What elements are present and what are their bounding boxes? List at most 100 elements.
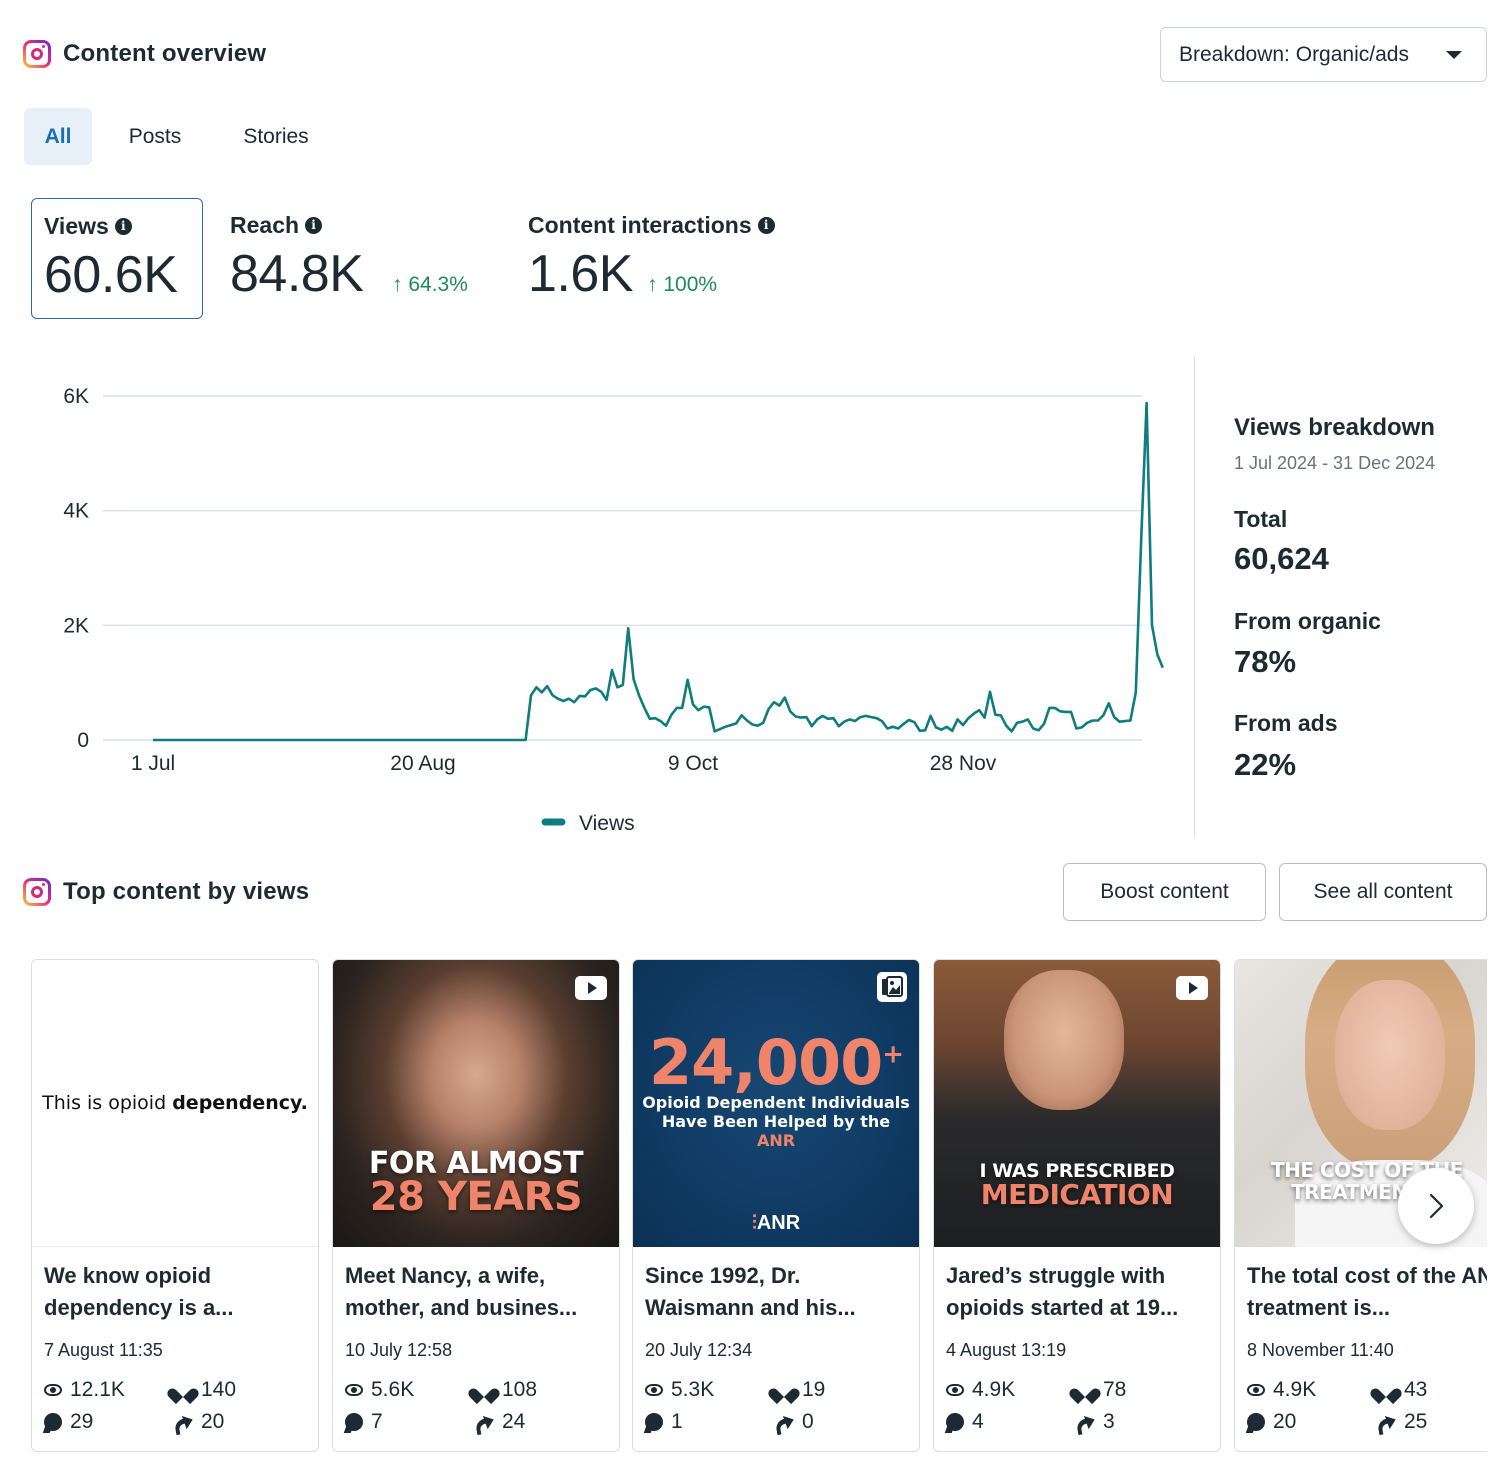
- likes-count: 108: [502, 1378, 538, 1401]
- content-card[interactable]: I WAS PRESCRIBED MEDICATION Jared’s stru…: [933, 959, 1221, 1452]
- see-all-content-button[interactable]: See all content: [1279, 863, 1487, 921]
- metric-label-views: Views i: [44, 213, 132, 240]
- thumbnail-caption-line3: ANR: [756, 1131, 796, 1150]
- metric-card-content-interactions[interactable]: Content interactions i 1.6K ↑ 100%: [516, 198, 816, 319]
- tab-stories[interactable]: Stories: [226, 108, 326, 165]
- breakdown-divider: [1194, 357, 1195, 837]
- tab-posts[interactable]: Posts: [110, 108, 200, 165]
- waveform-icon: ⫶: [751, 1212, 757, 1234]
- comment-icon: [345, 1413, 363, 1431]
- views-count: 12.1K: [70, 1378, 125, 1401]
- y-tick-label: 6K: [63, 385, 89, 408]
- content-thumbnail[interactable]: This is opioid dependency.: [32, 960, 318, 1247]
- metric-card-reach[interactable]: Reach i 84.8K ↑ 64.3%: [218, 198, 508, 319]
- shares-stat: 0: [776, 1410, 814, 1434]
- ads-label: From ads: [1234, 710, 1338, 736]
- shares-stat: 25: [1378, 1410, 1427, 1434]
- legend-label[interactable]: Views: [579, 812, 635, 835]
- comments-stat: 29: [44, 1410, 93, 1434]
- views-stat: 4.9K: [1247, 1378, 1316, 1402]
- comments-stat: 20: [1247, 1410, 1296, 1434]
- content-title: Jared’s struggle with opioids started at…: [946, 1263, 1179, 1320]
- y-tick-label: 4K: [63, 500, 89, 523]
- video-icon: [1176, 976, 1208, 1000]
- next-arrow-button[interactable]: [1398, 1168, 1474, 1244]
- tab-posts-label: Posts: [128, 124, 182, 148]
- tab-all[interactable]: All: [24, 108, 92, 165]
- ads-value: 22%: [1234, 747, 1297, 782]
- heart-icon: [175, 1382, 193, 1398]
- content-card[interactable]: 24,000+ Opioid Dependent Individuals Hav…: [632, 959, 920, 1452]
- views-stat: 5.6K: [345, 1378, 414, 1402]
- boost-content-button[interactable]: Boost content: [1063, 863, 1266, 921]
- share-icon: [1077, 1414, 1095, 1430]
- total-label: Total: [1234, 506, 1288, 532]
- heart-icon: [1077, 1382, 1095, 1398]
- content-date: 20 July 12:34: [645, 1340, 753, 1360]
- comment-icon: [44, 1413, 62, 1431]
- content-overview-title: Content overview: [63, 40, 267, 67]
- share-icon: [175, 1414, 193, 1430]
- eye-icon: [44, 1384, 62, 1396]
- content-card[interactable]: THE COST OF THE TREATMENT The total cost…: [1234, 959, 1487, 1452]
- thumbnail-caption-bold: dependency.: [172, 1092, 308, 1114]
- heart-icon: [476, 1382, 494, 1398]
- content-date: 4 August 13:19: [946, 1340, 1067, 1360]
- eye-icon: [1247, 1384, 1265, 1396]
- metric-value-reach: 84.8K: [230, 245, 364, 303]
- comments-stat: 1: [645, 1410, 683, 1434]
- x-tick-label: 20 Aug: [390, 752, 455, 775]
- metric-label-reach: Reach i: [230, 212, 323, 239]
- instagram-icon: [23, 878, 51, 906]
- content-title: Since 1992, Dr. Waismann and his...: [645, 1263, 856, 1320]
- likes-count: 19: [802, 1378, 826, 1401]
- comments-count: 7: [371, 1410, 383, 1433]
- views-breakdown-title: Views breakdown: [1234, 414, 1435, 441]
- thumbnail-caption-line2: Have Been Helped by the: [661, 1112, 891, 1131]
- comments-count: 4: [972, 1410, 984, 1433]
- info-icon[interactable]: i: [305, 217, 323, 234]
- content-date: 8 November 11:40: [1247, 1340, 1394, 1360]
- thumbnail-caption-line2: MEDICATION: [980, 1178, 1174, 1211]
- views-stat: 12.1K: [44, 1378, 125, 1402]
- breakdown-dropdown[interactable]: Breakdown: Organic/ads: [1160, 27, 1487, 82]
- info-icon[interactable]: i: [114, 218, 132, 235]
- comments-count: 29: [70, 1410, 94, 1433]
- metric-card-views[interactable]: Views i 60.6K: [31, 198, 203, 319]
- metric-delta-content-interactions: ↑ 100%: [647, 273, 718, 296]
- likes-count: 43: [1404, 1378, 1428, 1401]
- comment-icon: [1247, 1413, 1265, 1431]
- thumbnail-big-number: 24,000+: [633, 1026, 919, 1099]
- person-face: [1335, 980, 1445, 1130]
- content-thumbnail[interactable]: FOR ALMOST 28 YEARS: [333, 960, 619, 1247]
- views-count: 4.9K: [972, 1378, 1016, 1401]
- likes-stat: 19: [776, 1378, 825, 1402]
- content-card[interactable]: This is opioid dependency. We know opioi…: [31, 959, 319, 1452]
- content-title: The total cost of the ANR treatment is..…: [1247, 1263, 1487, 1320]
- comments-stat: 4: [946, 1410, 984, 1434]
- breakdown-dropdown-label: Breakdown: Organic/ads: [1179, 42, 1409, 66]
- metric-label-text: Reach: [230, 212, 300, 238]
- likes-stat: 140: [175, 1378, 236, 1402]
- x-tick-label: 28 Nov: [930, 752, 997, 775]
- views-stat: 5.3K: [645, 1378, 714, 1402]
- info-icon[interactable]: i: [757, 217, 775, 234]
- comment-icon: [946, 1413, 964, 1431]
- metric-label-text: Views: [44, 213, 109, 239]
- likes-stat: 108: [476, 1378, 537, 1402]
- thumbnail-caption: Opioid Dependent Individuals Have Been H…: [633, 1093, 919, 1150]
- content-thumbnail[interactable]: 24,000+ Opioid Dependent Individuals Hav…: [633, 960, 919, 1247]
- share-icon: [1378, 1414, 1396, 1430]
- comment-icon: [645, 1413, 663, 1431]
- thumbnail-plus: +: [882, 1039, 904, 1070]
- likes-stat: 78: [1077, 1378, 1126, 1402]
- metric-value-content-interactions: 1.6K: [528, 245, 633, 303]
- content-card[interactable]: FOR ALMOST 28 YEARS Meet Nancy, a wife, …: [332, 959, 620, 1452]
- content-thumbnail[interactable]: I WAS PRESCRIBED MEDICATION: [934, 960, 1220, 1247]
- views-count: 4.9K: [1273, 1378, 1317, 1401]
- carousel-icon: [877, 972, 907, 1002]
- x-tick-label: 9 Oct: [668, 752, 718, 775]
- shares-count: 0: [802, 1410, 814, 1433]
- content-date: 10 July 12:58: [345, 1340, 453, 1360]
- organic-value: 78%: [1234, 644, 1297, 679]
